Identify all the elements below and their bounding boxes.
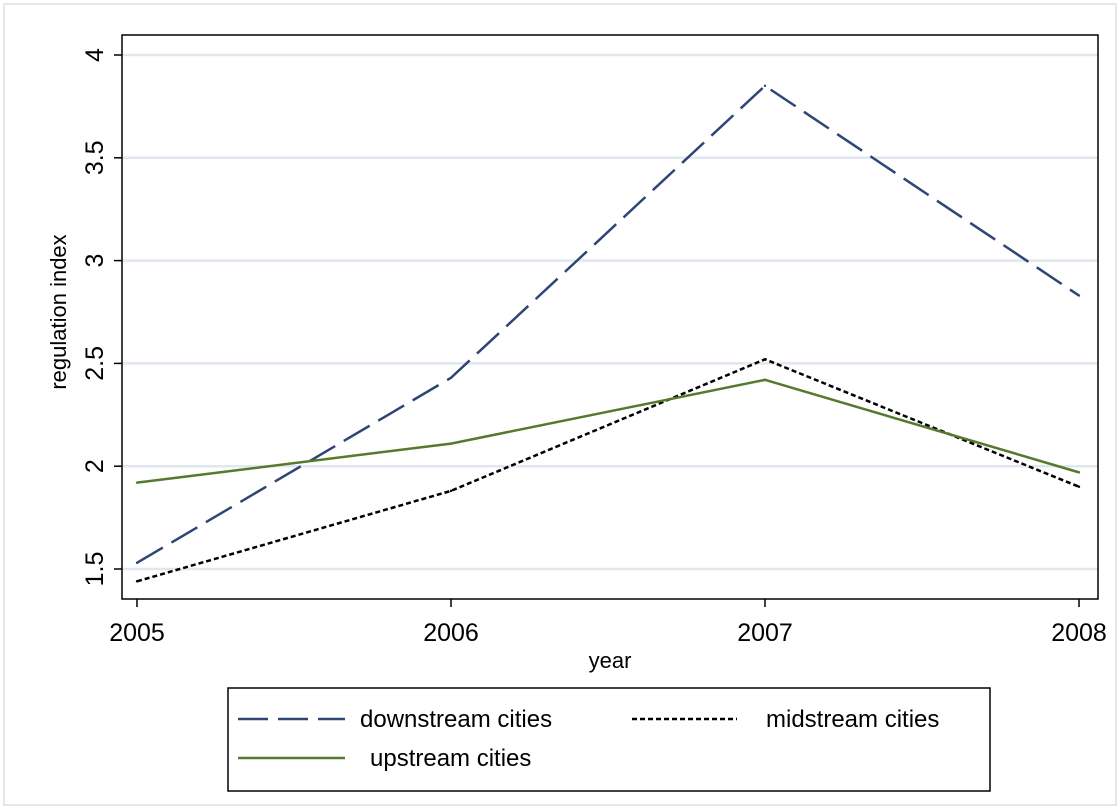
- x-tick-label: 2005: [109, 619, 165, 647]
- series-line-0: [136, 84, 1080, 564]
- data-point: [763, 84, 767, 88]
- data-point: [135, 561, 139, 565]
- data-point: [1077, 485, 1081, 488]
- y-axis: 1.5 2 2.5 3 3.5 4: [81, 48, 122, 586]
- series-line-1: [136, 357, 1080, 583]
- y-tick-label: 1.5: [81, 552, 109, 587]
- data-point: [763, 358, 767, 361]
- x-tick-label: 2006: [423, 619, 479, 647]
- data-point: [1077, 294, 1081, 297]
- y-tick-label: 3: [81, 254, 109, 268]
- legend: downstream cities midstream cities upstrea…: [227, 687, 991, 792]
- series-line-2: [136, 378, 1080, 484]
- x-tick-label: 2007: [737, 619, 793, 647]
- y-axis-title: regulation index: [46, 234, 71, 389]
- data-point: [1077, 471, 1081, 474]
- data-point: [763, 378, 767, 382]
- legend-box: [227, 687, 991, 792]
- y-tick-label: 2.5: [81, 346, 109, 381]
- legend-label-1: midstream cities: [766, 706, 939, 733]
- x-axis: 2005 2006 2007 2008: [109, 599, 1107, 647]
- y-tick-label: 2: [81, 459, 109, 473]
- legend-label-0: downstream cities: [360, 706, 552, 733]
- legend-label-2: upstream cities: [370, 745, 531, 772]
- data-point: [135, 580, 139, 583]
- data-point: [135, 481, 139, 484]
- series-layer: [135, 84, 1081, 583]
- grid-lines: [122, 53, 1098, 571]
- y-tick-label: 4: [81, 48, 109, 62]
- data-point: [449, 376, 453, 379]
- figure-border: [3, 3, 1117, 806]
- x-tick-label: 2008: [1051, 619, 1107, 647]
- x-axis-title: year: [589, 648, 632, 673]
- y-tick-label: 3.5: [81, 140, 109, 175]
- data-point: [449, 442, 453, 445]
- data-point: [449, 489, 453, 493]
- plot-frame: [121, 34, 1099, 600]
